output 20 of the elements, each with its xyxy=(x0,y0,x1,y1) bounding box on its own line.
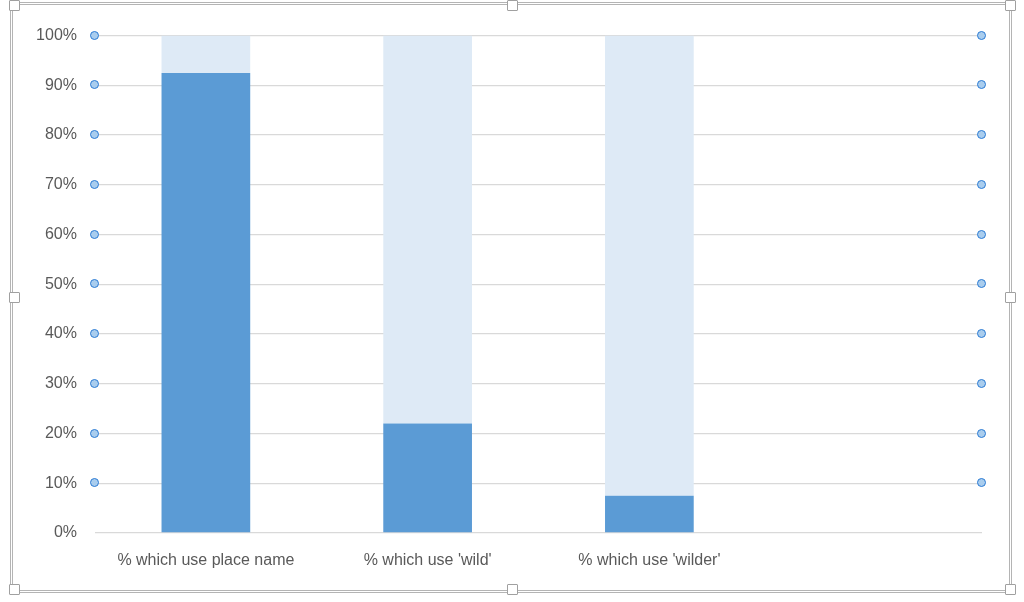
y-tick-label: 90% xyxy=(44,75,77,93)
bar xyxy=(605,495,694,533)
y-tick-label: 60% xyxy=(44,224,77,242)
y-tick-label: 80% xyxy=(44,125,77,143)
bar xyxy=(383,35,472,424)
bar xyxy=(383,423,472,533)
y-tick-label: 70% xyxy=(44,175,77,193)
bar xyxy=(161,35,251,73)
y-tick-label: 40% xyxy=(44,324,77,342)
y-tick-label: 30% xyxy=(44,374,77,392)
y-tick-label: 100% xyxy=(36,26,77,44)
x-tick-label: % which use place name xyxy=(117,551,295,569)
x-tick-label: % which use 'wild' xyxy=(363,551,492,569)
y-tick-label: 50% xyxy=(44,274,77,292)
y-tick-label: 0% xyxy=(53,523,77,541)
y-tick-label: 20% xyxy=(44,423,77,441)
x-tick-label: % which use 'wilder' xyxy=(578,551,721,569)
bar xyxy=(605,35,694,496)
bar xyxy=(161,72,251,533)
y-tick-label: 10% xyxy=(44,473,77,491)
